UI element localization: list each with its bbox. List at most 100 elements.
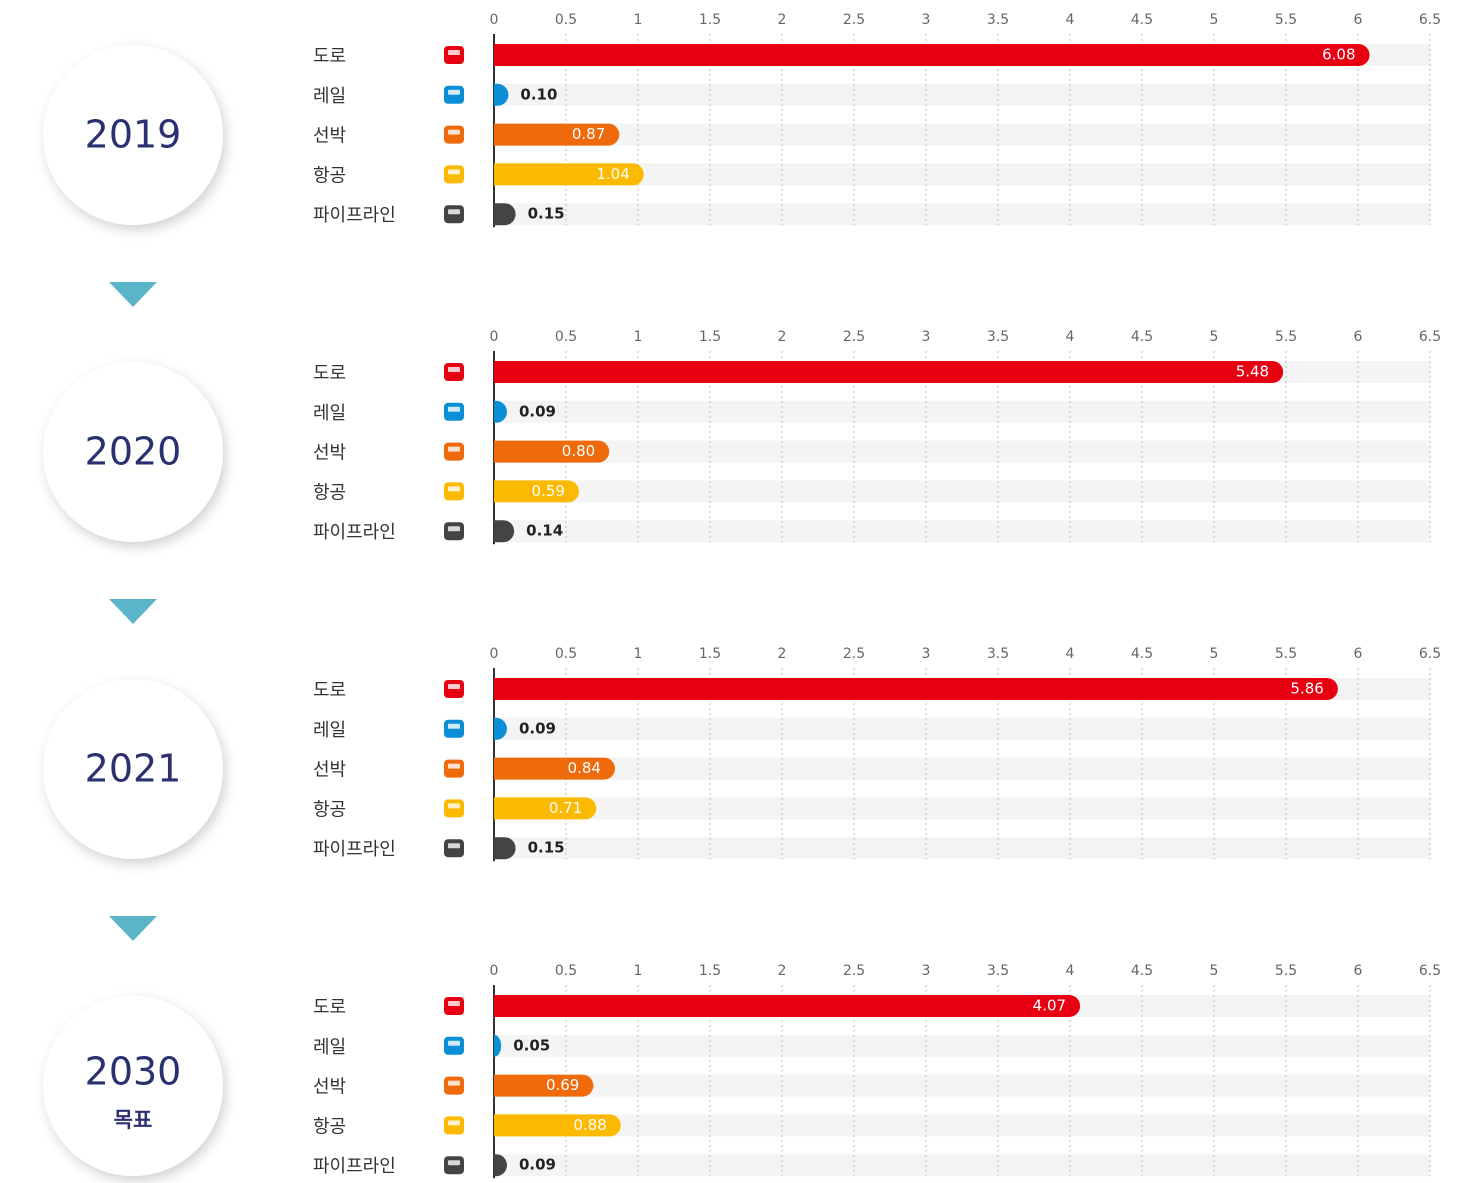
mode-icon-detail xyxy=(448,89,460,95)
x-tick-label: 4 xyxy=(1066,963,1075,979)
bar xyxy=(494,757,615,780)
row-band xyxy=(494,400,1430,423)
category-label: 선박 xyxy=(313,126,346,147)
mode-icon-detail xyxy=(448,684,460,689)
mode-icon-detail xyxy=(448,169,460,175)
mode-icon-detail xyxy=(448,1120,460,1126)
bar xyxy=(494,361,1284,383)
value-label: 0.88 xyxy=(573,1116,606,1134)
category-label: 파이프라인 xyxy=(313,1156,396,1177)
value-label: 0.80 xyxy=(562,442,595,460)
year-subtitle: 목표 xyxy=(114,1108,153,1132)
value-label: 6.08 xyxy=(1322,46,1355,64)
mode-icon-detail xyxy=(448,486,460,492)
x-tick-label: 2 xyxy=(778,646,787,662)
category-label: 도로 xyxy=(313,680,346,701)
x-tick-label: 2.5 xyxy=(843,12,865,28)
row-band xyxy=(494,1154,1430,1177)
value-label: 0.84 xyxy=(568,759,601,777)
category-label: 파이프라인 xyxy=(313,205,396,226)
category-label: 선박 xyxy=(313,443,346,464)
row-band xyxy=(494,83,1430,106)
x-tick-label: 3 xyxy=(922,963,931,979)
value-label: 1.04 xyxy=(596,165,629,183)
x-tick-label: 0 xyxy=(490,329,499,345)
x-tick-label: 3 xyxy=(922,646,931,662)
value-label: 0.09 xyxy=(519,719,556,737)
x-tick-label: 5.5 xyxy=(1275,963,1297,979)
year-circle xyxy=(43,996,223,1176)
down-arrow xyxy=(109,282,157,307)
row-band xyxy=(494,757,1430,780)
bar xyxy=(494,1154,507,1177)
value-label: 0.14 xyxy=(526,522,563,540)
row-band xyxy=(494,1074,1430,1097)
value-label: 0.05 xyxy=(513,1036,550,1054)
x-tick-label: 0.5 xyxy=(555,12,577,28)
value-label: 0.09 xyxy=(519,402,556,420)
x-tick-label: 4.5 xyxy=(1131,12,1153,28)
value-label: 0.15 xyxy=(528,205,565,223)
bar xyxy=(494,400,507,423)
mode-icon-detail xyxy=(448,129,460,135)
x-tick-label: 6.5 xyxy=(1419,329,1441,345)
x-tick-label: 2 xyxy=(778,963,787,979)
x-tick-label: 0.5 xyxy=(555,963,577,979)
mode-icon-detail xyxy=(448,1040,460,1046)
mode-icon-detail xyxy=(448,723,460,729)
mode-icon-detail xyxy=(448,526,460,532)
mode-icon-detail xyxy=(448,763,460,769)
x-tick-label: 5 xyxy=(1210,646,1219,662)
row-band xyxy=(494,520,1430,543)
row-band xyxy=(494,480,1430,503)
bar xyxy=(494,123,620,146)
category-label: 도로 xyxy=(313,363,346,384)
bar xyxy=(494,520,515,543)
x-tick-label: 4 xyxy=(1066,329,1075,345)
value-label: 0.71 xyxy=(549,799,582,817)
category-label: 선박 xyxy=(313,760,346,781)
mode-icon-detail xyxy=(448,446,460,452)
x-tick-label: 3.5 xyxy=(987,12,1009,28)
x-tick-label: 1 xyxy=(634,12,643,28)
bar xyxy=(494,1034,502,1057)
x-tick-label: 0.5 xyxy=(555,329,577,345)
bar xyxy=(494,480,579,503)
x-tick-label: 2.5 xyxy=(843,963,865,979)
bar xyxy=(494,678,1338,700)
category-label: 파이프라인 xyxy=(313,522,396,543)
bar xyxy=(494,1114,621,1137)
row-band xyxy=(494,440,1430,463)
category-label: 항공 xyxy=(313,165,346,186)
x-tick-label: 2.5 xyxy=(843,329,865,345)
x-tick-label: 4.5 xyxy=(1131,963,1153,979)
x-tick-label: 1 xyxy=(634,329,643,345)
category-label: 항공 xyxy=(313,482,346,503)
value-label: 4.07 xyxy=(1033,997,1066,1015)
year-label: 2020 xyxy=(85,430,182,474)
x-tick-label: 4 xyxy=(1066,646,1075,662)
year-circle xyxy=(43,45,223,225)
value-label: 0.09 xyxy=(519,1156,556,1174)
x-tick-label: 3.5 xyxy=(987,646,1009,662)
year-label: 2021 xyxy=(85,747,182,791)
mode-icon-detail xyxy=(448,50,460,55)
row-band xyxy=(494,837,1430,860)
mode-icon-detail xyxy=(448,367,460,372)
mode-icon-detail xyxy=(448,209,460,215)
value-label: 5.48 xyxy=(1236,363,1269,381)
x-tick-label: 2 xyxy=(778,329,787,345)
x-tick-label: 0 xyxy=(490,963,499,979)
category-label: 레일 xyxy=(313,1037,346,1058)
down-arrow xyxy=(109,599,157,624)
row-band xyxy=(494,1114,1430,1137)
category-label: 도로 xyxy=(313,46,346,67)
row-band xyxy=(494,203,1430,226)
x-tick-label: 1 xyxy=(634,646,643,662)
bar xyxy=(494,995,1081,1017)
row-band xyxy=(494,123,1430,146)
category-label: 도로 xyxy=(313,997,346,1018)
value-label: 0.15 xyxy=(528,839,565,857)
value-label: 0.10 xyxy=(520,85,557,103)
